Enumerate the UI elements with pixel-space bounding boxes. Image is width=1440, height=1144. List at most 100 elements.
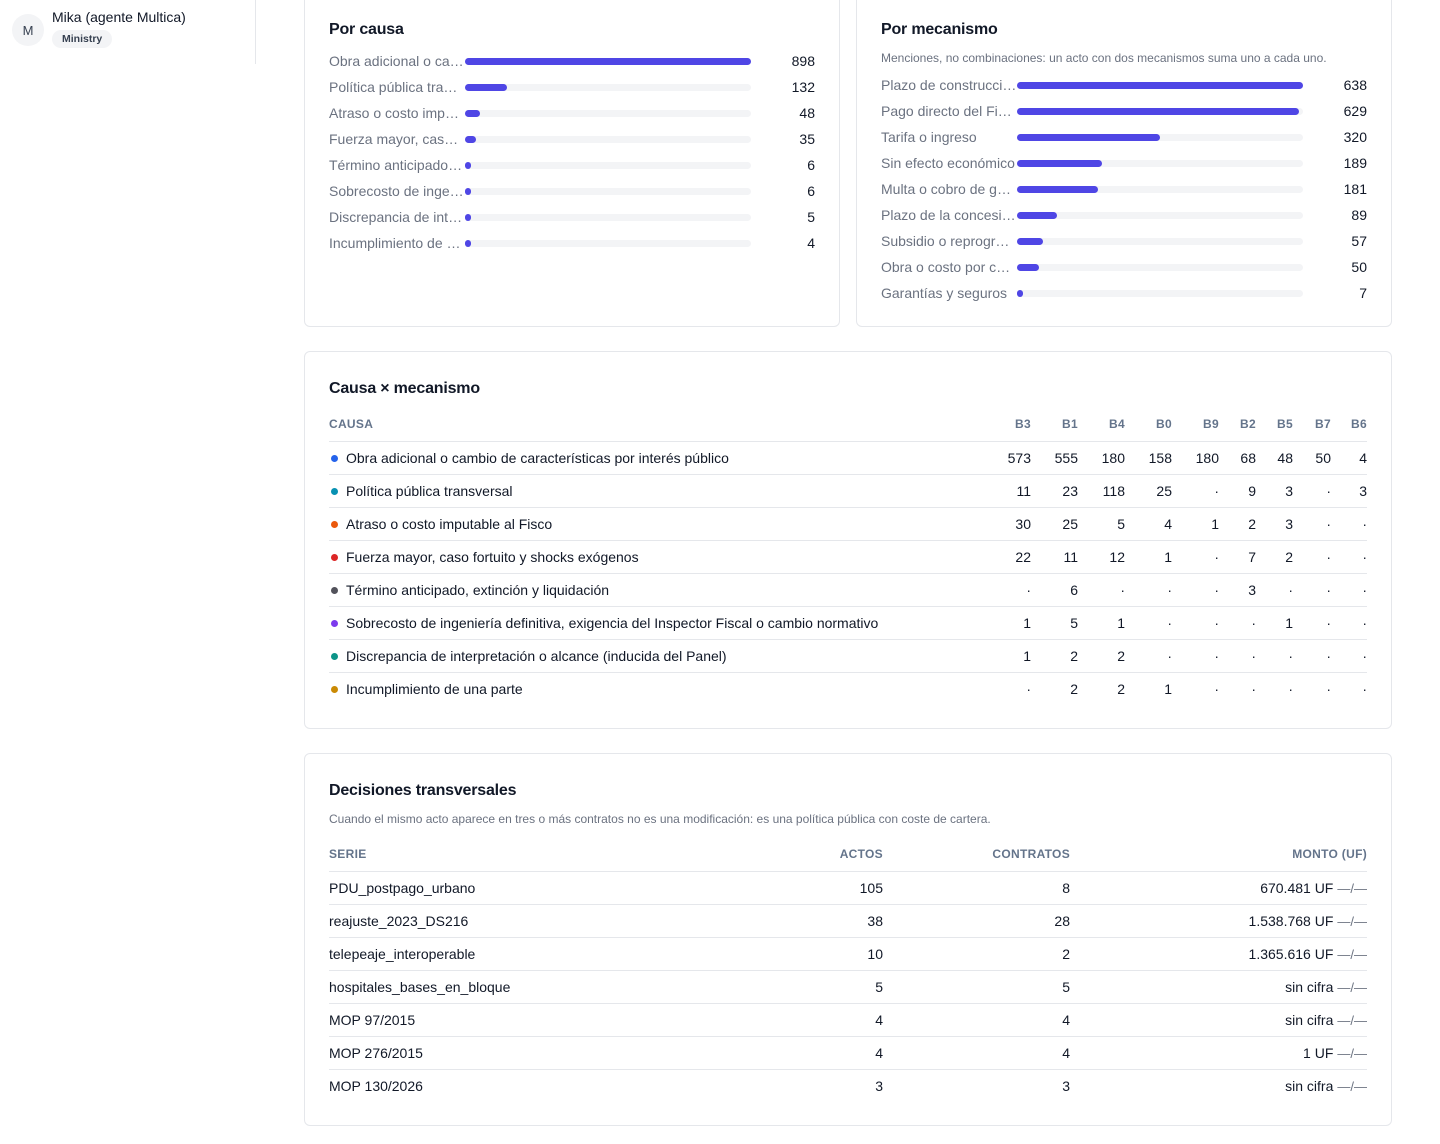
bar-value: 132 bbox=[791, 79, 815, 95]
bar-row[interactable]: Obra o costo por cuenta del concesionari… bbox=[881, 254, 1367, 280]
column-header-b7: B7 bbox=[1293, 407, 1331, 442]
matrix-cell: 3 bbox=[1331, 474, 1367, 508]
table-row[interactable]: Atraso o costo imputable al Fisco 30 25 5 4 1… bbox=[329, 507, 1367, 541]
serie-cell: reajuste_2023_DS216 bbox=[329, 904, 703, 938]
serie-cell: MOP 97/2015 bbox=[329, 1003, 703, 1037]
table-row[interactable]: MOP 130/2026 3 3 sin cifra —/— bbox=[329, 1069, 1367, 1102]
table-row[interactable]: Sobrecosto de ingeniería definitiva, exi… bbox=[329, 606, 1367, 640]
bar-row[interactable]: Incumplimiento de una parte 4 bbox=[329, 230, 815, 256]
bar-label: Sin efecto económico bbox=[881, 155, 1015, 171]
table-row[interactable]: Discrepancia de interpretación o alcance… bbox=[329, 639, 1367, 673]
user-name: Mika (agente Multica) bbox=[52, 9, 186, 25]
category-dot-icon bbox=[331, 553, 338, 561]
bar-fill bbox=[1017, 185, 1099, 193]
causa-cell: Obra adicional o cambio de característic… bbox=[329, 441, 984, 475]
table-row[interactable]: Término anticipado, extinción y liquidac… bbox=[329, 573, 1367, 607]
table-row[interactable]: PDU_postpago_urbano 105 8 670.481 UF —/— bbox=[329, 871, 1367, 905]
bar-fill bbox=[465, 109, 481, 117]
bar-row[interactable]: Atraso o costo imputable al Fisco 48 bbox=[329, 100, 815, 126]
matrix-cell: 25 bbox=[1031, 507, 1078, 541]
bar-row[interactable]: Plazo de la concesión 89 bbox=[881, 202, 1367, 228]
table-row[interactable]: hospitales_bases_en_bloque 5 5 sin cifra —/— bbox=[329, 970, 1367, 1004]
por-mecanismo-subtitle: Menciones, no combinaciones: un acto con… bbox=[881, 51, 1327, 65]
bar-row[interactable]: Tarifa o ingreso 320 bbox=[881, 124, 1367, 150]
matrix-cell: · bbox=[1219, 639, 1256, 673]
table-row[interactable]: telepeaje_interoperable 10 2 1.365.616 UF —/… bbox=[329, 937, 1367, 971]
bar-row[interactable]: Política pública transversal 132 bbox=[329, 74, 815, 100]
bar-fill bbox=[1017, 107, 1299, 115]
table-row[interactable]: Obra adicional o cambio de característic… bbox=[329, 441, 1367, 475]
bar-row[interactable]: Pago directo del Fisco 629 bbox=[881, 98, 1367, 124]
serie-cell: PDU_postpago_urbano bbox=[329, 871, 703, 905]
matrix-cell: 1 bbox=[1164, 680, 1172, 697]
bar-label: Obra o costo por cuenta del concesionari… bbox=[881, 259, 1017, 275]
por-mecanismo-title: Por mecanismo bbox=[881, 21, 998, 38]
bar-row[interactable]: Discrepancia de interpretación o alcance… bbox=[329, 204, 815, 230]
bar-fill bbox=[1017, 237, 1043, 245]
causa-label: Política pública transversal bbox=[346, 482, 513, 499]
causa-label: Término anticipado, extinción y liquidac… bbox=[346, 581, 610, 598]
table-row[interactable]: MOP 97/2015 4 4 sin cifra —/— bbox=[329, 1003, 1367, 1037]
matrix-cell: 7 bbox=[1219, 540, 1256, 574]
bar-value: 6 bbox=[807, 157, 815, 173]
actos-cell: 105 bbox=[703, 871, 883, 905]
bar-row[interactable]: Término anticipado, extinción y liquidac… bbox=[329, 152, 815, 178]
monto-cell: sin cifra —/— bbox=[1070, 1003, 1367, 1037]
por-mecanismo-bars: Plazo de construcción 638 Pago directo del… bbox=[881, 72, 1367, 306]
matrix-cell: 4 bbox=[1125, 507, 1172, 541]
matrix-cell: · bbox=[1125, 606, 1172, 640]
matrix-cell: · bbox=[1293, 573, 1331, 607]
matrix-cell: 23 bbox=[1031, 474, 1078, 508]
table-row[interactable]: reajuste_2023_DS216 38 28 1.538.768 UF —/— bbox=[329, 904, 1367, 938]
avatar[interactable]: M bbox=[12, 14, 44, 46]
bar-row[interactable]: Sobrecosto de ingeniería definitiva 6 bbox=[329, 178, 815, 204]
table-row[interactable]: MOP 276/2015 4 4 1 UF —/— bbox=[329, 1036, 1367, 1070]
monto-range: —/— bbox=[1337, 979, 1367, 995]
bar-row[interactable]: Fuerza mayor, caso fortuito y shocks exó… bbox=[329, 126, 815, 152]
matrix-cell: 5 bbox=[1078, 507, 1125, 541]
bar-row[interactable]: Sin efecto económico 189 bbox=[881, 150, 1367, 176]
bar-row[interactable]: Subsidio o reprogramación 57 bbox=[881, 228, 1367, 254]
matrix-cell: 68 bbox=[1219, 441, 1256, 475]
bar-value: 638 bbox=[1343, 77, 1367, 93]
category-dot-icon bbox=[331, 686, 338, 694]
decisiones-transversales-card: Decisiones transversales Cuando el mismo… bbox=[304, 753, 1392, 1126]
matrix-cell: · bbox=[1293, 507, 1331, 541]
monto-range: —/— bbox=[1337, 946, 1367, 962]
matrix-cell: 1 bbox=[1078, 606, 1125, 640]
matrix-cell: · bbox=[1172, 639, 1219, 673]
causa-cell: Política pública transversal bbox=[329, 474, 984, 508]
table-row[interactable]: Política pública transversal 11 23 118 25 · 9 3… bbox=[329, 474, 1367, 508]
decisiones-table: SERIE ACTOS CONTRATOS MONTO (UF) PDU_pos… bbox=[329, 837, 1367, 1102]
table-header-row: SERIE ACTOS CONTRATOS MONTO (UF) bbox=[329, 837, 1367, 872]
bar-label: Subsidio o reprogramación bbox=[881, 233, 1017, 249]
por-causa-card: Por causa Obra adicional o cambio de car… bbox=[304, 0, 840, 327]
category-dot-icon bbox=[331, 652, 338, 660]
bar-row[interactable]: Plazo de construcción 638 bbox=[881, 72, 1367, 98]
matrix-cell: 1 bbox=[984, 606, 1031, 640]
matrix-cell: 180 bbox=[1172, 441, 1219, 475]
matrix-cell: 9 bbox=[1219, 474, 1256, 508]
bar-label: Pago directo del Fisco bbox=[881, 103, 1017, 119]
monto-cell: 670.481 UF —/— bbox=[1070, 871, 1367, 905]
bar-fill bbox=[465, 187, 472, 195]
matrix-cell: 6 bbox=[1031, 573, 1078, 607]
table-row[interactable]: Fuerza mayor, caso fortuito y shocks exó… bbox=[329, 540, 1367, 574]
bar-row[interactable]: Obra adicional o cambio de característic… bbox=[329, 48, 815, 74]
user-profile[interactable]: M Mika (agente Multica) Ministry bbox=[12, 8, 186, 48]
bar-label: Incumplimiento de una parte bbox=[329, 235, 465, 251]
monto-range: —/— bbox=[1337, 880, 1367, 896]
user-info: Mika (agente Multica) Ministry bbox=[52, 8, 186, 48]
matrix-cell: · bbox=[1125, 573, 1172, 607]
bar-track bbox=[465, 83, 751, 91]
matrix-cell: · bbox=[984, 573, 1031, 607]
causa-mecanismo-card: Causa × mecanismo CAUSA B3 B1 B4 B0 B9 B2 B5 B7… bbox=[304, 351, 1392, 729]
bar-row[interactable]: Multa o cobro de garantía 181 bbox=[881, 176, 1367, 202]
bar-fill bbox=[1017, 263, 1040, 271]
sidebar: M Mika (agente Multica) Ministry bbox=[0, 0, 256, 64]
table-row[interactable]: Incumplimiento de una parte · 2 2 1 · · · · · bbox=[329, 672, 1367, 705]
matrix-cell: · bbox=[1293, 540, 1331, 574]
bar-row[interactable]: Garantías y seguros 7 bbox=[881, 280, 1367, 306]
bar-value: 898 bbox=[791, 53, 815, 69]
bar-fill bbox=[465, 135, 477, 143]
